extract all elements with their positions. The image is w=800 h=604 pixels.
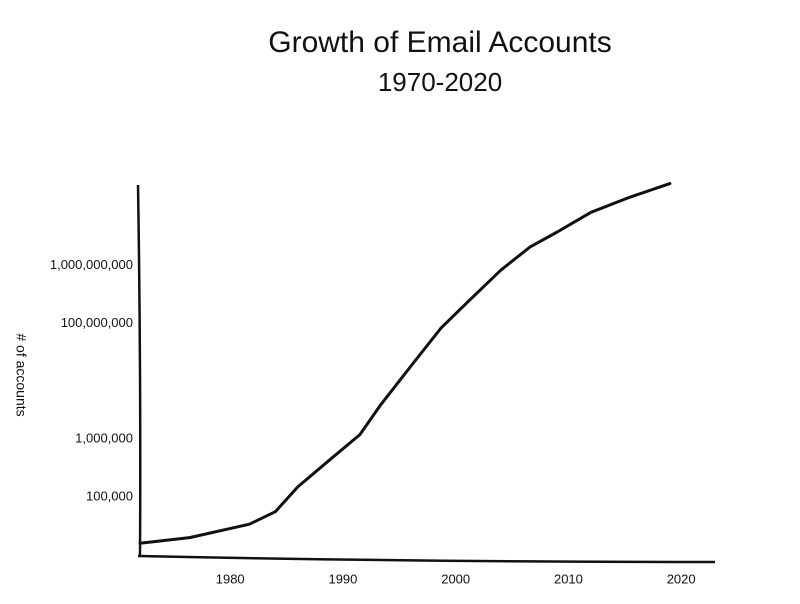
x-tick-label: 2010 bbox=[554, 571, 583, 586]
data-line bbox=[138, 182, 672, 545]
x-tick-label: 2000 bbox=[441, 571, 470, 586]
x-axis bbox=[137, 554, 716, 564]
x-tick-label: 1990 bbox=[328, 571, 357, 586]
y-tick-label: 100,000,000 bbox=[61, 315, 133, 330]
x-tick-label: 1980 bbox=[216, 571, 245, 586]
y-axis bbox=[136, 184, 142, 557]
y-tick-label: 100,000 bbox=[86, 489, 133, 504]
chart-subtitle: 1970-2020 bbox=[378, 67, 502, 97]
y-tick-label: 1,000,000,000 bbox=[50, 257, 133, 272]
y-axis-label: # of accounts bbox=[13, 333, 29, 416]
y-tick-label: 1,000,000 bbox=[75, 431, 133, 446]
x-tick-label: 2020 bbox=[667, 571, 696, 586]
chart-title: Growth of Email Accounts bbox=[268, 26, 611, 59]
